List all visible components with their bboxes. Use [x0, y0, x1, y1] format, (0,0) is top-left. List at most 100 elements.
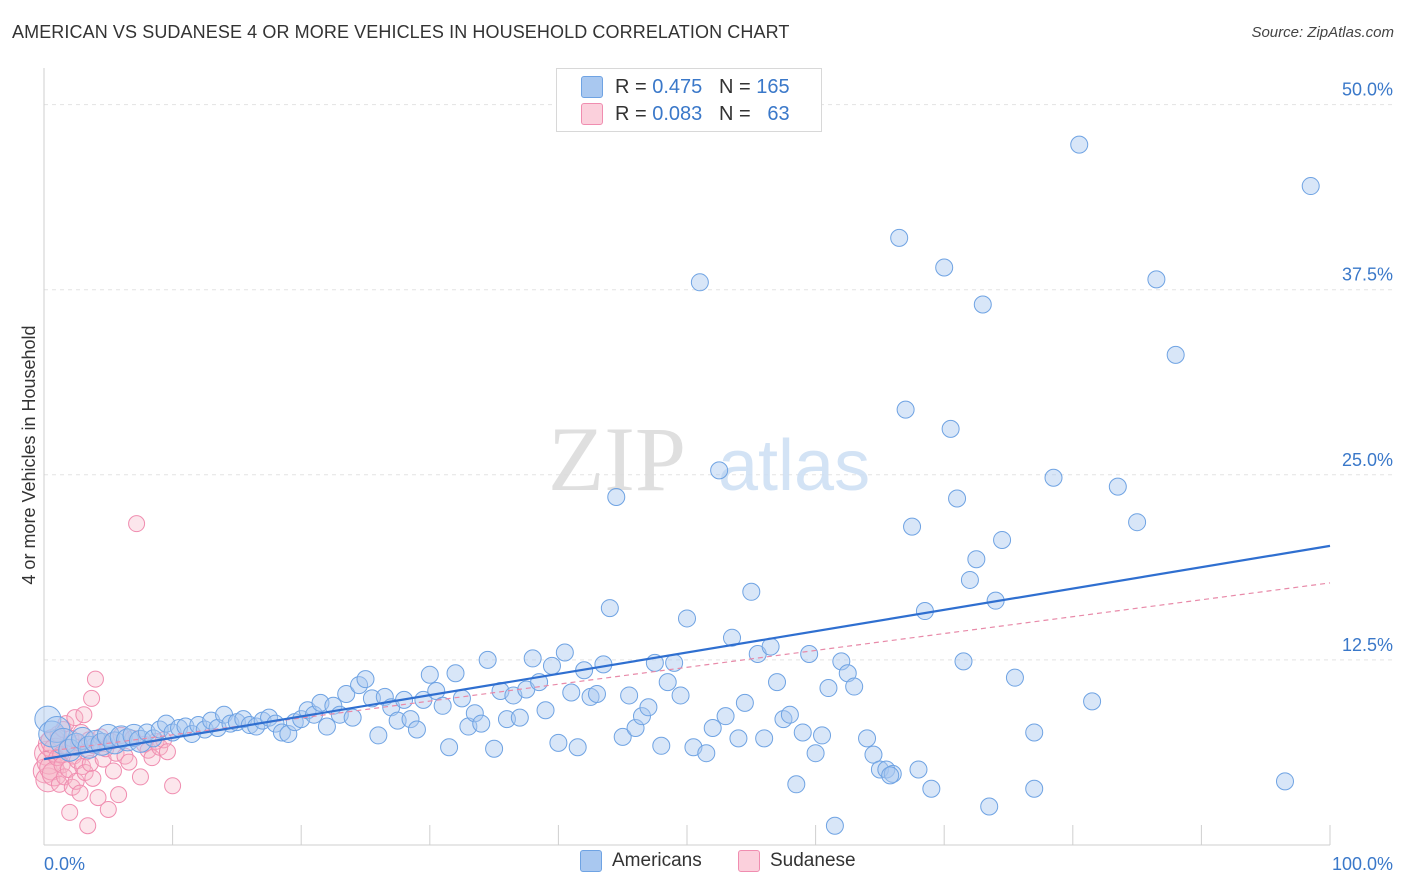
american-point — [1147, 270, 1166, 289]
american-point — [858, 729, 877, 748]
american-point — [83, 729, 107, 753]
american-point — [96, 723, 120, 747]
sudanese-point — [75, 706, 93, 724]
american-point — [678, 609, 696, 628]
sudanese-point — [158, 743, 176, 761]
american-point — [881, 766, 900, 785]
american-point — [960, 570, 979, 589]
american-point — [703, 719, 722, 738]
american-point — [723, 628, 742, 647]
american-point — [845, 677, 864, 696]
american-point — [806, 744, 825, 763]
american-trend-line — [43, 544, 1331, 761]
legend-item-americans[interactable]: Americans — [580, 850, 702, 872]
sudanese-swatch — [738, 850, 760, 872]
r-value: 0.475 — [652, 75, 703, 98]
american-point — [587, 684, 606, 703]
legend-item-sudanese[interactable]: Sudanese — [738, 850, 856, 872]
american-point — [980, 797, 999, 816]
sudanese-point — [128, 515, 146, 533]
american-point — [1005, 668, 1024, 687]
american-point — [478, 650, 497, 669]
american-point — [536, 701, 555, 720]
american-point — [620, 686, 639, 705]
sudanese-swatch — [581, 103, 603, 125]
n-value: 63 — [767, 102, 790, 125]
american-point — [742, 582, 761, 601]
watermark-atlas: atlas — [718, 426, 870, 506]
y-tick-label: 25.0% — [1342, 450, 1393, 470]
american-point — [729, 729, 748, 748]
american-point — [1275, 772, 1294, 791]
american-points — [34, 135, 1320, 835]
american-point — [607, 488, 626, 507]
american-point — [690, 273, 709, 292]
american-point — [356, 670, 375, 689]
y-tick-label: 37.5% — [1342, 265, 1393, 285]
american-point — [813, 726, 832, 745]
american-point — [510, 708, 529, 727]
legend-row-americans: R = 0.475 N = 165 — [581, 74, 790, 100]
american-point — [780, 705, 799, 724]
sudanese-point — [104, 762, 122, 780]
american-point — [948, 489, 967, 508]
american-point — [465, 704, 484, 723]
american-point — [472, 714, 491, 733]
american-point — [1301, 177, 1320, 196]
american-point — [832, 652, 851, 671]
american-point — [909, 760, 928, 779]
american-point — [549, 733, 568, 752]
american-point — [967, 550, 986, 569]
american-point — [935, 258, 954, 277]
american-point — [1025, 723, 1044, 742]
american-point — [555, 643, 574, 662]
american-point — [954, 652, 973, 671]
american-point — [542, 656, 561, 675]
grid-lines — [44, 104, 1392, 661]
sudanese-points — [32, 515, 182, 835]
watermark: ZIP atlas — [548, 408, 870, 510]
american-point — [716, 707, 735, 726]
american-point — [523, 649, 542, 668]
sudanese-point — [66, 709, 84, 727]
american-point — [735, 693, 754, 712]
r-label: R = — [615, 75, 647, 98]
american-point — [819, 679, 838, 698]
american-point — [272, 723, 291, 742]
american-point — [317, 717, 336, 736]
sudanese-point — [71, 784, 89, 802]
american-point — [755, 729, 774, 748]
american-point — [632, 707, 651, 726]
n-value: 165 — [756, 75, 790, 98]
n-label: N = — [718, 102, 751, 125]
axes — [43, 68, 1331, 846]
american-point — [903, 517, 922, 536]
american-point — [973, 295, 992, 314]
american-point — [485, 739, 504, 758]
sudanese-point — [84, 769, 102, 787]
sudanese-point — [99, 800, 117, 818]
american-point — [420, 665, 439, 684]
american-point — [864, 745, 883, 764]
american-point — [562, 683, 581, 702]
watermark-zip: ZIP — [548, 408, 686, 510]
american-point — [407, 720, 426, 739]
american-point — [639, 698, 658, 717]
american-point — [1025, 779, 1044, 798]
series-legend: Americans Sudanese — [0, 850, 1406, 880]
american-point — [401, 710, 420, 729]
american-point — [369, 726, 388, 745]
n-label: N = — [718, 75, 751, 98]
american-point — [993, 530, 1012, 549]
american-point — [800, 644, 819, 663]
american-point — [497, 710, 516, 729]
legend-label: Sudanese — [770, 850, 856, 871]
american-point — [787, 775, 806, 794]
american-point — [440, 738, 459, 757]
correlation-legend: R = 0.475 N = 165 R = 0.083 N = 63 — [556, 68, 822, 132]
american-point — [362, 689, 381, 708]
sudanese-point — [79, 817, 97, 835]
american-point — [697, 744, 716, 763]
american-point — [613, 727, 632, 746]
